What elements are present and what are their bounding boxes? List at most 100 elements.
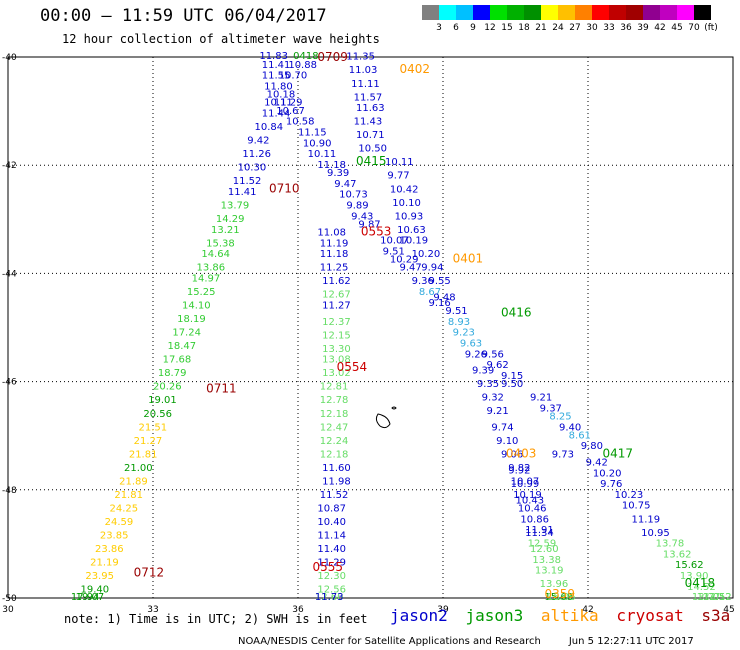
wave-height-value: 13.21 [211,225,240,236]
wave-height-value: 10.70 [279,71,308,82]
pass-time-label: 0554 [337,360,368,374]
wave-height-value: 18.19 [177,314,206,325]
color-scale-label: 9 [470,23,476,33]
color-scale-label: 45 [671,23,683,33]
pass-time-label: 0555 [313,560,344,574]
wave-height-value: 17.94 [71,592,100,603]
wave-height-value: 9.42 [247,136,269,147]
wave-height-value: 9.35 [477,379,499,390]
x-tick-label: 36 [292,605,304,615]
wave-height-value: 21.27 [134,436,163,447]
wave-height-value: 11.41 [262,60,291,71]
legend-jason3: jason3 [465,606,524,625]
wave-height-value: 23.85 [100,530,129,541]
pass-time-label: 0709 [317,50,348,64]
wave-height-value: 10.87 [317,503,346,514]
color-scale-label: 24 [552,23,564,33]
wave-height-value: 10.18 [267,90,296,101]
wave-height-value: 9.50 [501,379,523,390]
wave-height-value: 10.75 [622,501,651,512]
color-swatch [541,5,558,20]
color-swatch [524,5,541,20]
wave-height-value: 9.06 [501,449,523,460]
wave-height-value: 10.29 [390,255,419,266]
wave-height-value: 10.43 [516,495,545,506]
island-outline [375,406,397,429]
wave-height-value: 11.73 [315,592,344,603]
footer: NOAA/NESDIS Center for Satellite Applica… [238,636,694,647]
wave-height-value: 9.56 [482,349,504,360]
page-title: 00:00 – 11:59 UTC 06/04/2017 [40,6,327,26]
wave-height-value: 9.73 [552,449,574,460]
wave-height-value: 11.18 [320,249,349,260]
wave-height-value: 12.37 [322,317,351,328]
wave-height-value: 11.63 [356,103,385,114]
x-tick-label: 30 [2,605,14,615]
wave-height-value: 9.16 [429,298,451,309]
wave-height-value: 21.51 [139,422,168,433]
wave-height-value: 11.14 [317,530,346,541]
wave-height-value: 10.63 [397,225,426,236]
wave-height-value: 9.21 [530,393,552,404]
wave-height-value: 10.30 [238,163,267,174]
wave-height-value: 9.39 [327,168,349,179]
wave-height-value: 12.59 [528,539,557,550]
color-swatch [456,5,473,20]
wave-height-value: 8.25 [549,411,571,422]
color-scale-label: 39 [637,23,649,33]
wave-height-value: 10.50 [358,144,387,155]
wave-height-value: 10.46 [518,503,547,514]
y-tick-label: -46 [2,378,17,388]
wave-height-value: 21.19 [90,558,119,569]
x-tick-label: 39 [437,605,449,615]
pass-time-label: 0402 [400,62,431,76]
wave-height-value: 10.23 [615,490,644,501]
wave-height-value: 14.64 [201,249,230,260]
wave-height-value: 11.80 [264,81,293,92]
wave-height-value: 10.99 [511,479,540,490]
pass-time-label: 0712 [134,565,165,579]
pass-time-label: 0416 [501,306,532,320]
wave-height-value: 12.56 [317,585,346,596]
footer-timestamp: Jun 5 12:27:11 UTC 2017 [568,636,694,647]
wave-height-value: 9.48 [433,292,455,303]
color-swatch [660,5,677,20]
legend-s3a: s3a [701,606,731,625]
wave-height-value: 9.39 [472,365,494,376]
wave-height-value: 11.27 [322,301,351,312]
legend-jason2: jason2 [390,606,448,625]
wave-height-value: 10.07 [511,476,540,487]
wave-height-value: 14.10 [182,301,211,312]
wave-height-value: 11.55 [262,71,291,82]
wave-height-value: 12.18 [320,449,349,460]
wave-height-value: 11.34 [525,528,554,539]
color-swatch [592,5,609,20]
wave-height-value: 10.73 [339,190,368,201]
wave-height-value: 9.63 [460,338,482,349]
wave-height-value: 11.15 [298,127,327,138]
wave-height-value: 12.15 [322,330,351,341]
wave-height-value: 8.61 [569,430,591,441]
legend-altika: altika [540,606,599,625]
y-tick-label: -42 [2,161,17,171]
wave-height-value: 15.62 [675,560,704,571]
pass-time-label: 0710 [269,181,300,195]
wave-height-value: 9.94 [421,263,443,274]
wave-height-value: 13.19 [535,566,564,577]
wave-height-value: 12.81 [320,382,349,393]
pass-time-label: 0417 [603,446,634,460]
color-swatch [558,5,575,20]
wave-height-value: 10.86 [520,514,549,525]
page-subtitle: 12 hour collection of altimeter wave hei… [62,32,380,46]
legend-cryosat: cryosat [616,606,684,625]
wave-height-value: 13.05 [697,592,726,603]
wave-height-value: 9.32 [482,393,504,404]
wave-height-value: 21.81 [129,449,158,460]
wave-height-value: 9.23 [453,328,475,339]
color-scale-label: 6 [453,23,459,33]
wave-height-value: 12.60 [315,592,344,603]
color-swatch [473,5,490,20]
wave-height-value: 9.10 [496,436,518,447]
wave-height-value: 23.86 [95,544,124,555]
wave-height-value: 10.40 [317,517,346,528]
